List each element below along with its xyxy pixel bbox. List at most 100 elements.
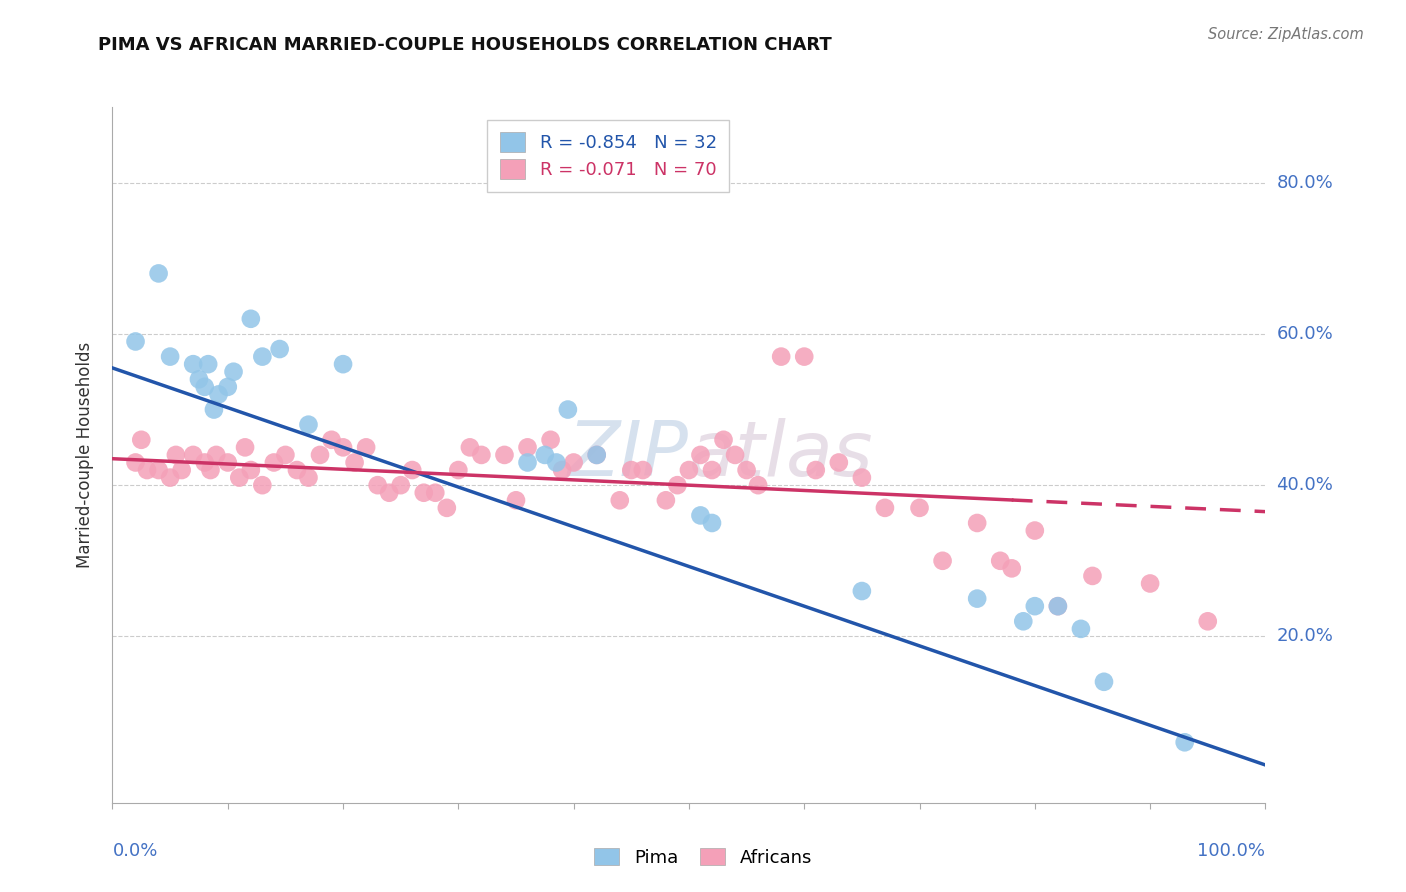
Point — [1139, 576, 1161, 591]
Point — [873, 500, 896, 515]
Point — [263, 455, 285, 469]
Point — [700, 516, 723, 530]
Point — [1070, 622, 1092, 636]
Point — [585, 448, 607, 462]
Point — [401, 463, 423, 477]
Point — [170, 463, 193, 477]
Point — [228, 470, 250, 484]
Point — [159, 350, 181, 364]
Point — [412, 485, 434, 500]
Point — [655, 493, 678, 508]
Point — [239, 463, 262, 477]
Y-axis label: Married-couple Households: Married-couple Households — [76, 342, 94, 568]
Point — [367, 478, 389, 492]
Point — [389, 478, 412, 492]
Point — [378, 485, 401, 500]
Point — [505, 493, 527, 508]
Text: 20.0%: 20.0% — [1277, 627, 1333, 646]
Point — [148, 267, 170, 281]
Point — [165, 448, 187, 462]
Point — [202, 402, 225, 417]
Text: PIMA VS AFRICAN MARRIED-COUPLE HOUSEHOLDS CORRELATION CHART: PIMA VS AFRICAN MARRIED-COUPLE HOUSEHOLD… — [98, 36, 832, 54]
Point — [546, 455, 568, 469]
Point — [274, 448, 297, 462]
Point — [557, 402, 579, 417]
Point — [207, 387, 229, 401]
Point — [551, 463, 574, 477]
Point — [343, 455, 366, 469]
Point — [425, 485, 447, 500]
Legend: R = -0.854   N = 32, R = -0.071   N = 70: R = -0.854 N = 32, R = -0.071 N = 70 — [486, 120, 730, 192]
Text: atlas: atlas — [689, 418, 873, 491]
Point — [1024, 599, 1046, 614]
Point — [631, 463, 654, 477]
Point — [159, 470, 181, 484]
Point — [966, 516, 988, 530]
Point — [804, 463, 827, 477]
Point — [458, 441, 481, 455]
Point — [620, 463, 643, 477]
Point — [534, 448, 557, 462]
Point — [233, 441, 256, 455]
Point — [124, 455, 146, 469]
Point — [966, 591, 988, 606]
Point — [124, 334, 146, 349]
Point — [585, 448, 607, 462]
Point — [470, 448, 492, 462]
Point — [1092, 674, 1115, 689]
Point — [354, 441, 377, 455]
Point — [181, 448, 204, 462]
Text: ZIP: ZIP — [568, 418, 689, 491]
Point — [269, 342, 291, 356]
Point — [252, 350, 274, 364]
Point — [194, 455, 217, 469]
Point — [1001, 561, 1024, 575]
Point — [908, 500, 931, 515]
Point — [828, 455, 851, 469]
Point — [285, 463, 308, 477]
Point — [1046, 599, 1069, 614]
Text: 100.0%: 100.0% — [1198, 842, 1265, 860]
Point — [931, 554, 953, 568]
Point — [197, 357, 219, 371]
Point — [494, 448, 516, 462]
Text: 60.0%: 60.0% — [1277, 325, 1333, 343]
Point — [136, 463, 159, 477]
Point — [297, 417, 319, 432]
Text: 40.0%: 40.0% — [1277, 476, 1333, 494]
Point — [239, 311, 262, 326]
Point — [689, 448, 711, 462]
Point — [222, 365, 245, 379]
Point — [724, 448, 747, 462]
Point — [217, 455, 239, 469]
Point — [666, 478, 689, 492]
Point — [770, 350, 793, 364]
Point — [148, 463, 170, 477]
Point — [181, 357, 204, 371]
Point — [217, 380, 239, 394]
Point — [297, 470, 319, 484]
Point — [1174, 735, 1197, 749]
Point — [1024, 524, 1046, 538]
Point — [332, 357, 354, 371]
Point — [793, 350, 815, 364]
Point — [609, 493, 631, 508]
Point — [713, 433, 735, 447]
Point — [447, 463, 470, 477]
Point — [332, 441, 354, 455]
Point — [988, 554, 1011, 568]
Point — [129, 433, 153, 447]
Point — [309, 448, 332, 462]
Point — [516, 455, 538, 469]
Point — [1081, 569, 1104, 583]
Point — [562, 455, 585, 469]
Point — [1012, 615, 1035, 629]
Point — [689, 508, 711, 523]
Legend: Pima, Africans: Pima, Africans — [586, 841, 820, 874]
Point — [321, 433, 343, 447]
Point — [540, 433, 562, 447]
Text: 0.0%: 0.0% — [112, 842, 157, 860]
Point — [747, 478, 769, 492]
Point — [436, 500, 458, 515]
Point — [252, 478, 274, 492]
